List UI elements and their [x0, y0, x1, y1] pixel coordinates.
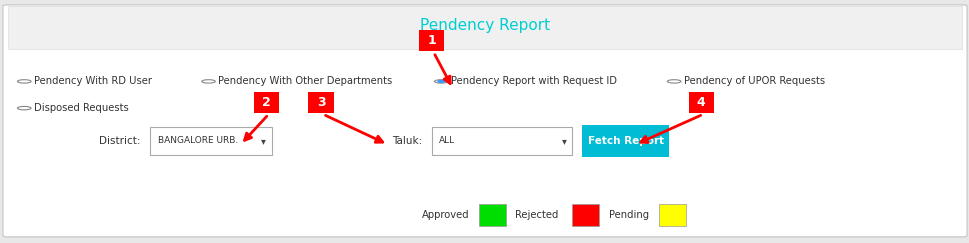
Text: 1: 1	[426, 34, 436, 47]
Text: District:: District:	[99, 136, 141, 146]
Text: Pendency With RD User: Pendency With RD User	[34, 76, 152, 87]
Text: BANGALORE URB.: BANGALORE URB.	[158, 136, 238, 146]
Text: Pendency Report: Pendency Report	[420, 18, 549, 33]
Text: Taluk:: Taluk:	[391, 136, 422, 146]
Text: Rejected: Rejected	[515, 210, 558, 220]
Circle shape	[437, 80, 444, 82]
FancyBboxPatch shape	[658, 204, 685, 226]
Text: 3: 3	[317, 96, 325, 109]
FancyBboxPatch shape	[478, 204, 505, 226]
Text: 2: 2	[262, 96, 271, 109]
Text: 4: 4	[696, 96, 705, 109]
FancyBboxPatch shape	[431, 127, 572, 155]
FancyBboxPatch shape	[581, 125, 669, 157]
FancyBboxPatch shape	[150, 127, 271, 155]
Text: ▾: ▾	[561, 136, 567, 146]
Text: ALL: ALL	[439, 136, 455, 146]
FancyBboxPatch shape	[688, 92, 713, 113]
Text: Fetch Report: Fetch Report	[587, 136, 663, 146]
FancyBboxPatch shape	[419, 30, 444, 51]
Text: Pendency of UPOR Requests: Pendency of UPOR Requests	[683, 76, 824, 87]
FancyBboxPatch shape	[3, 5, 966, 237]
Text: Pending: Pending	[609, 210, 648, 220]
Text: Pendency Report with Request ID: Pendency Report with Request ID	[451, 76, 616, 87]
Text: ▾: ▾	[261, 136, 266, 146]
FancyBboxPatch shape	[308, 92, 333, 113]
FancyBboxPatch shape	[8, 6, 961, 49]
FancyBboxPatch shape	[254, 92, 279, 113]
Text: Approved: Approved	[422, 210, 469, 220]
Text: Pendency With Other Departments: Pendency With Other Departments	[218, 76, 392, 87]
Text: Disposed Requests: Disposed Requests	[34, 103, 129, 113]
FancyBboxPatch shape	[572, 204, 599, 226]
